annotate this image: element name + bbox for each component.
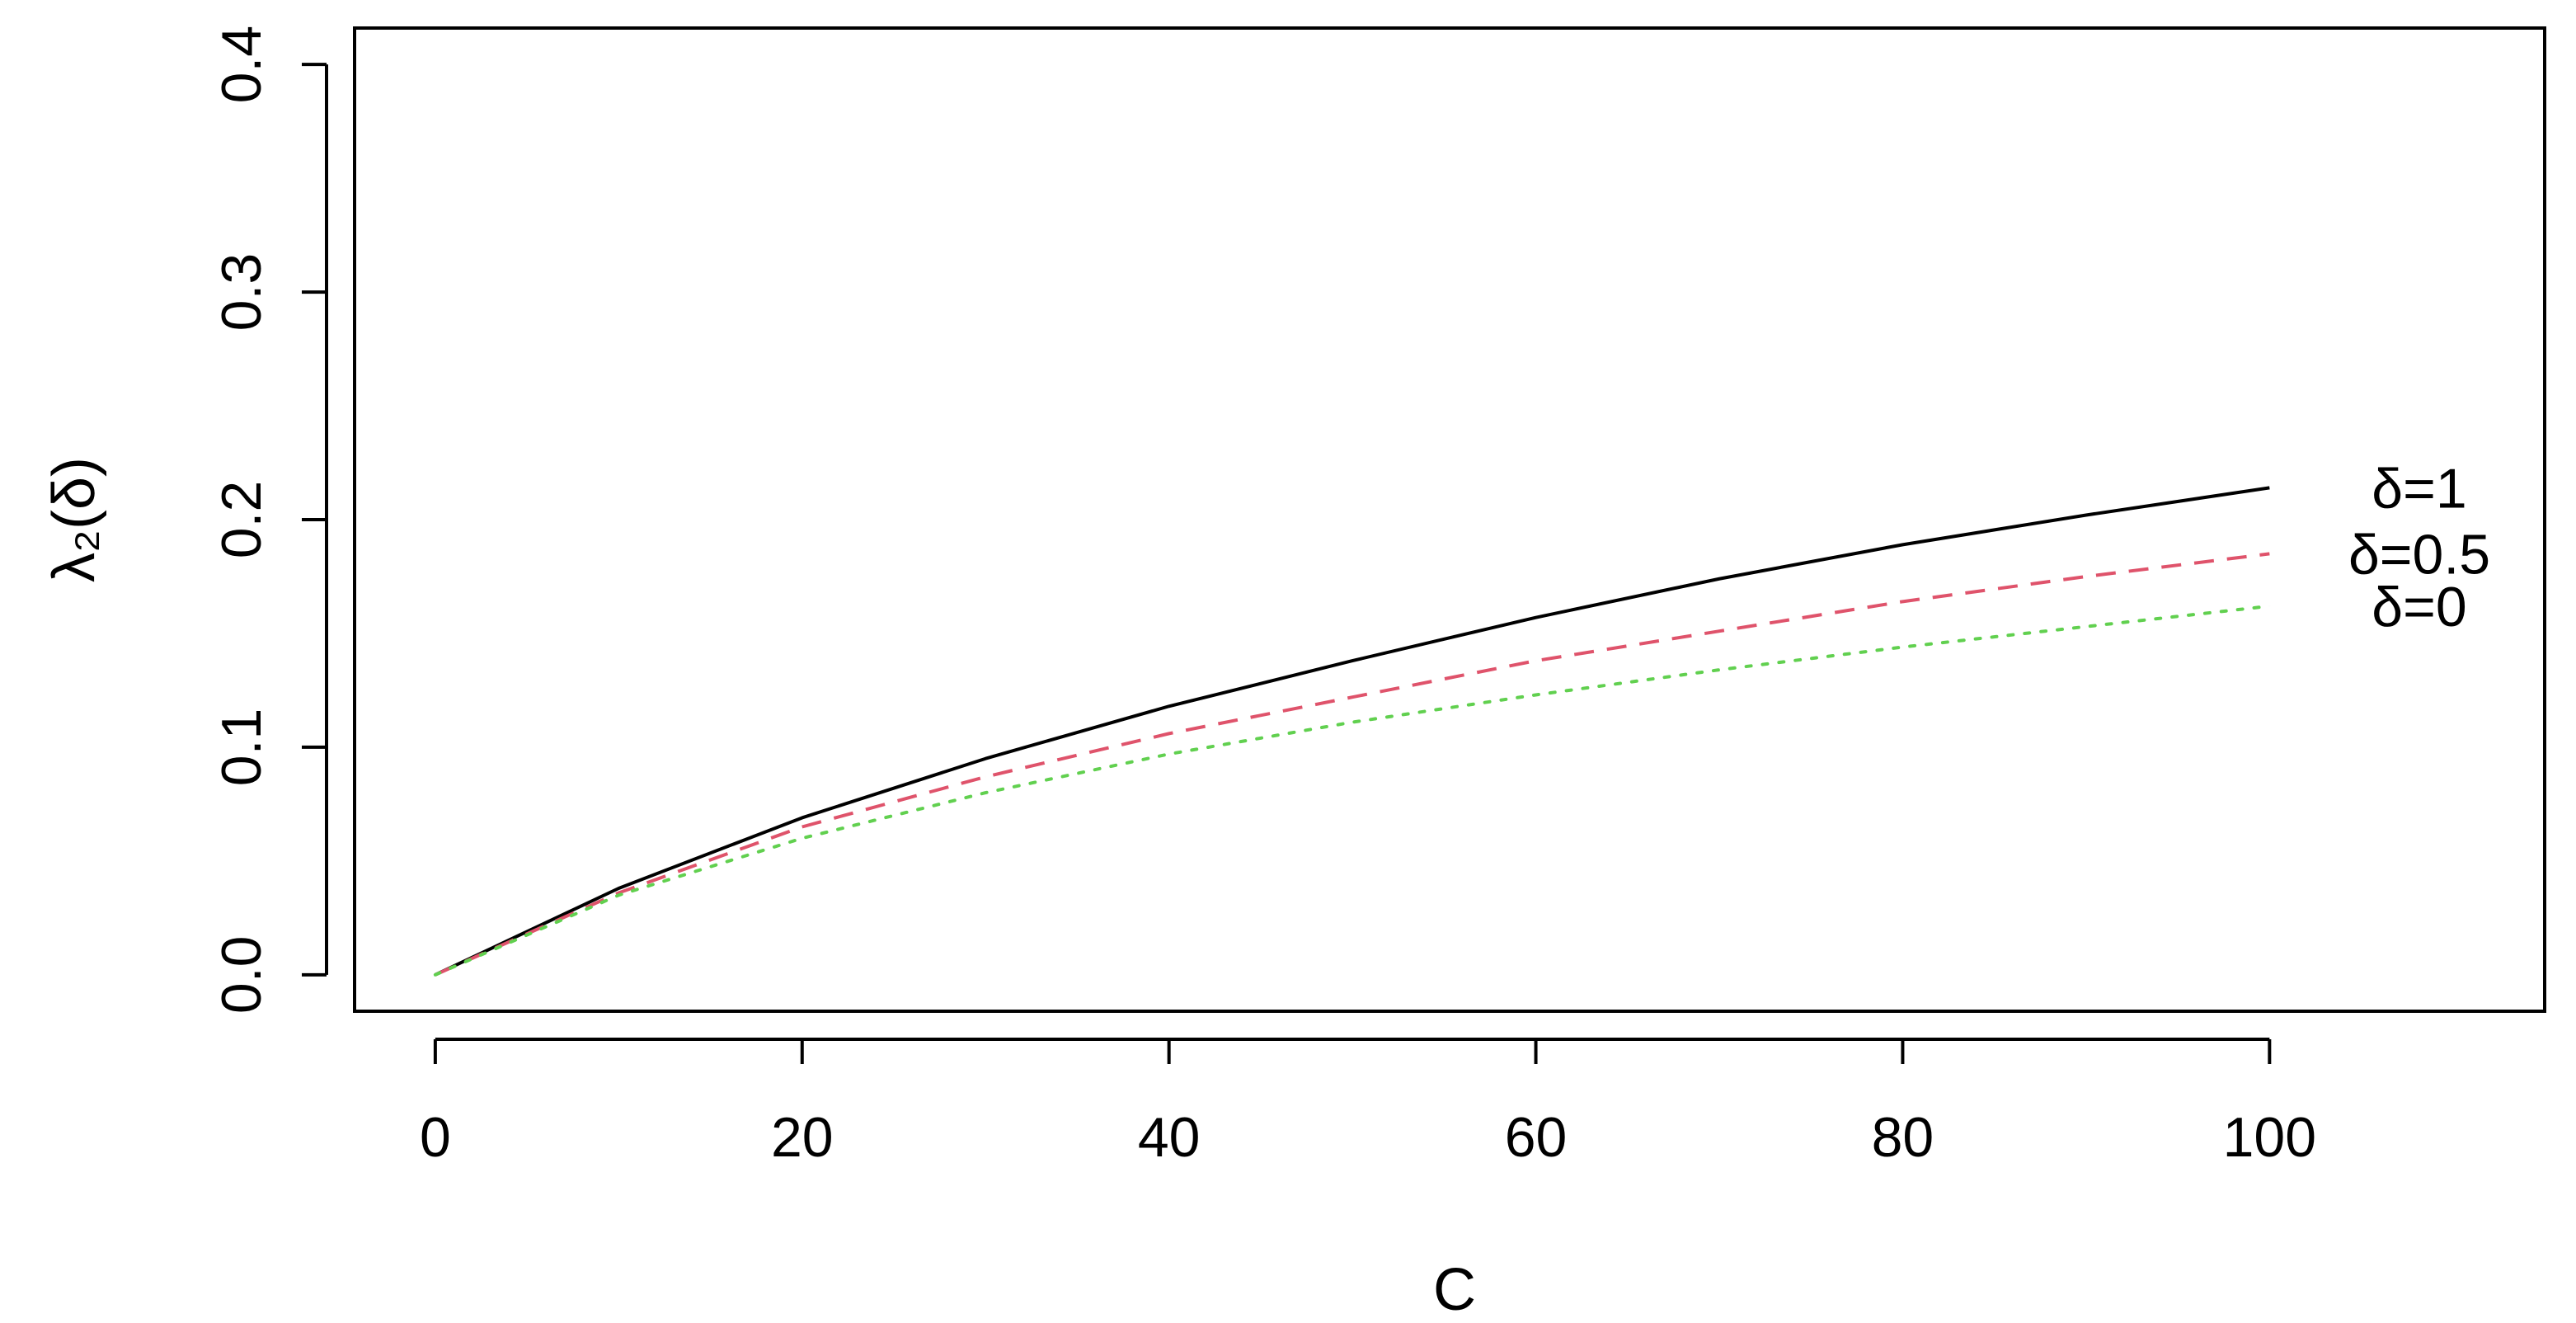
series-point-2 xyxy=(2085,625,2087,627)
y-tick-label: 0.0 xyxy=(210,936,273,1015)
series-point-2 xyxy=(1535,694,1536,695)
series-point-0 xyxy=(2268,487,2270,488)
series-point-1 xyxy=(1351,696,1353,698)
y-axis-label: λ₂(δ) xyxy=(41,457,107,582)
series-label: δ=0 xyxy=(2372,576,2466,638)
x-tick-label: 100 xyxy=(2223,1106,2316,1169)
x-axis-label: C xyxy=(1433,1257,1476,1323)
series-point-0 xyxy=(985,758,986,760)
series-line-2 xyxy=(433,604,2272,977)
series-point-1 xyxy=(1168,732,1169,734)
plot-frame xyxy=(353,26,2546,1013)
series-point-0 xyxy=(1718,578,1720,580)
series-point-0 xyxy=(1351,660,1353,662)
x-tick-label: 80 xyxy=(1872,1106,1934,1169)
series-point-2 xyxy=(1168,753,1169,755)
series-point-1 xyxy=(985,776,986,778)
series-point-2 xyxy=(1901,646,1903,647)
series-labels: δ=1δ=0.5δ=0 xyxy=(2348,457,2490,638)
x-tick-label: 40 xyxy=(1138,1106,1201,1169)
series-lines xyxy=(433,486,2272,977)
series-point-0 xyxy=(2085,514,2087,516)
series-point-2 xyxy=(801,837,803,839)
series-point-2 xyxy=(2268,605,2270,607)
series-point-2 xyxy=(618,894,619,896)
y-tick-label: 0.3 xyxy=(210,253,273,332)
y-tick-label: 0.2 xyxy=(210,481,273,559)
x-ticks: 0 20 40 60 80 100 xyxy=(420,1039,2316,1169)
series-point-1 xyxy=(801,826,803,827)
series-point-0 xyxy=(618,887,619,889)
series-point-2 xyxy=(1351,721,1353,723)
series-point-1 xyxy=(2085,576,2087,577)
series-line-0 xyxy=(435,486,2270,977)
y-ticks: 0.0 0.1 0.2 0.3 0.4 xyxy=(210,26,327,1014)
x-tick-label: 0 xyxy=(420,1106,451,1169)
series-point-0 xyxy=(1168,705,1169,707)
series-point-1 xyxy=(2268,553,2270,554)
x-tick-label: 60 xyxy=(1505,1106,1568,1169)
series-point-1 xyxy=(1718,630,1720,632)
y-tick-label: 0.4 xyxy=(210,26,273,104)
series-line-1 xyxy=(435,552,2270,977)
x-tick-label: 20 xyxy=(771,1106,834,1169)
series-point-2 xyxy=(435,974,436,976)
series-point-0 xyxy=(1901,544,1903,545)
y-tick-label: 0.1 xyxy=(210,709,273,787)
series-label: δ=0.5 xyxy=(2348,523,2490,586)
series-point-2 xyxy=(985,792,986,793)
series-point-2 xyxy=(1718,669,1720,671)
series-label: δ=1 xyxy=(2372,457,2466,520)
series-point-1 xyxy=(1535,660,1536,662)
series-point-1 xyxy=(1901,600,1903,602)
series-point-0 xyxy=(1535,616,1536,618)
series-point-0 xyxy=(801,817,803,818)
